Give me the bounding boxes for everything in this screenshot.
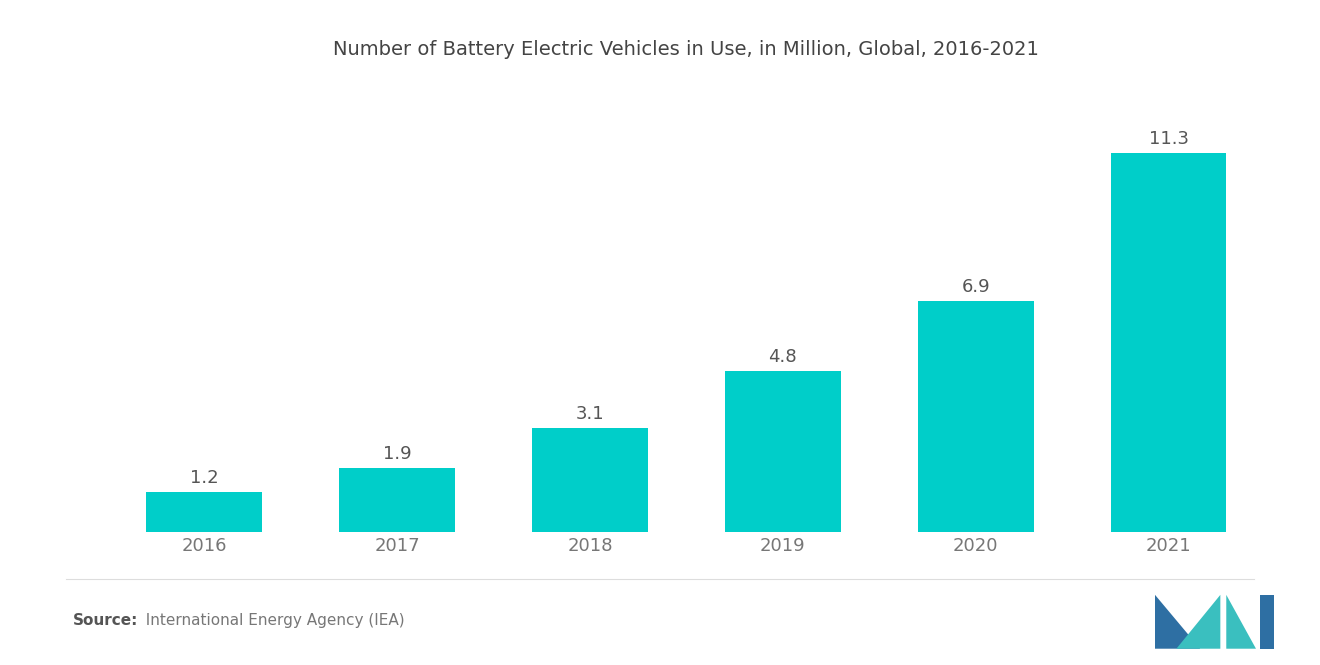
Bar (339, 468, 455, 532)
Text: 1.9: 1.9 (383, 446, 412, 464)
Polygon shape (1259, 595, 1274, 649)
Polygon shape (1155, 595, 1200, 649)
Text: 6.9: 6.9 (961, 278, 990, 296)
Polygon shape (1226, 595, 1257, 649)
Title: Number of Battery Electric Vehicles in Use, in Million, Global, 2016-2021: Number of Battery Electric Vehicles in U… (334, 40, 1039, 59)
Bar (147, 492, 263, 532)
Bar (532, 428, 648, 532)
Text: 4.8: 4.8 (768, 348, 797, 366)
Text: 11.3: 11.3 (1148, 130, 1188, 148)
Text: 1.2: 1.2 (190, 469, 219, 487)
Text: 3.1: 3.1 (576, 405, 605, 423)
Polygon shape (1176, 595, 1220, 649)
Text: International Energy Agency (IEA): International Energy Agency (IEA) (136, 613, 405, 628)
Bar (725, 371, 841, 532)
Text: Source:: Source: (73, 613, 139, 628)
Bar (1110, 154, 1226, 532)
Bar (917, 301, 1034, 532)
